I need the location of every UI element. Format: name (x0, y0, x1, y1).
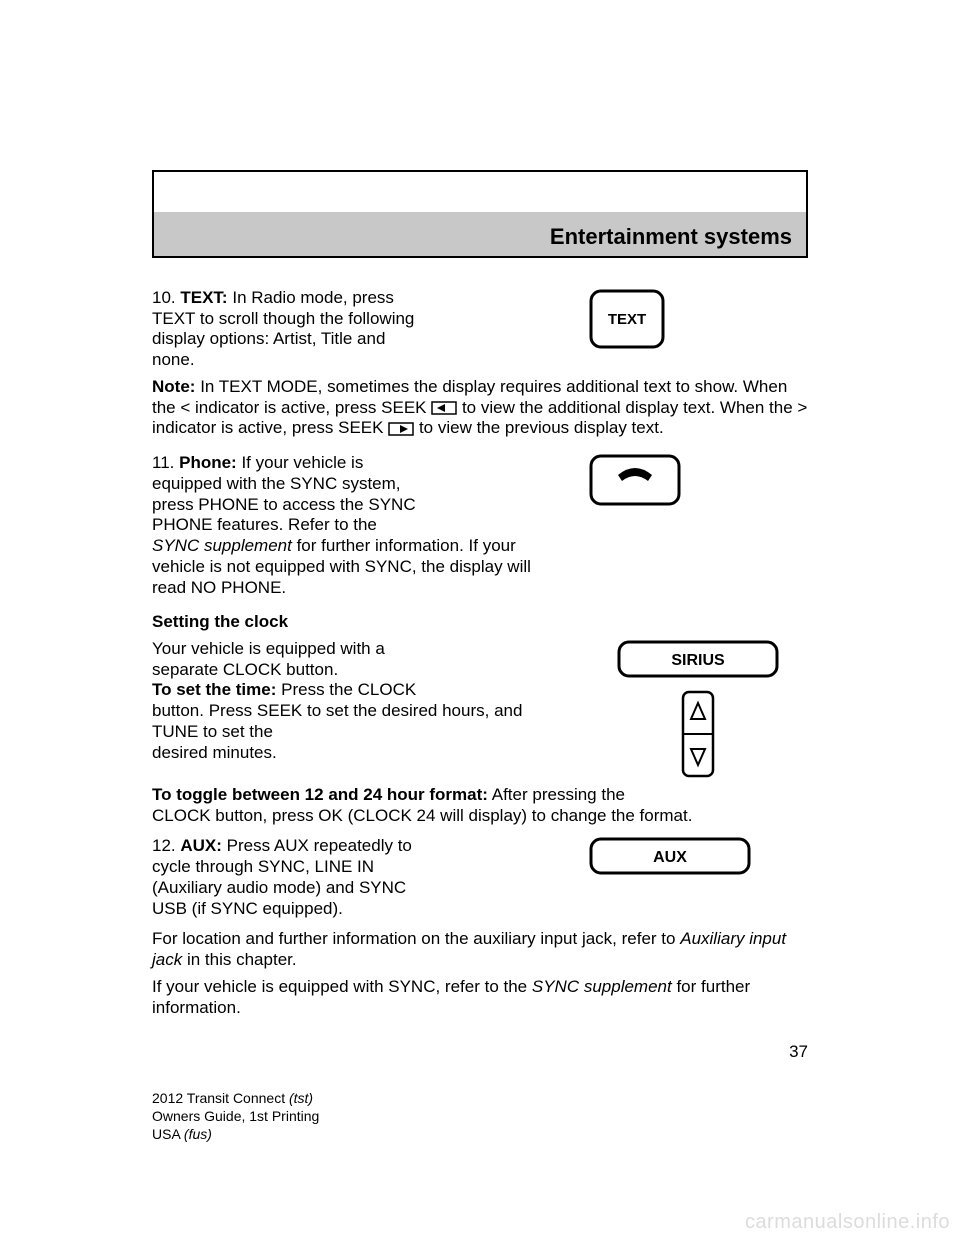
note-body: In TEXT MODE, sometimes the display requ… (152, 377, 807, 437)
item-line: In Radio mode, press (232, 288, 394, 307)
item-line: desired minutes. (152, 743, 277, 762)
sirius-button-icon: SIRIUS (616, 639, 780, 679)
item-label: To set the time: (152, 680, 276, 699)
item-label: TEXT: (180, 288, 227, 307)
item-number: 10. (152, 288, 176, 307)
item-text: 10. TEXT: In Radio mode, press TEXT to s… (152, 288, 808, 371)
item-line: separate CLOCK button. (152, 660, 338, 679)
item-line: button. Press SEEK to set the desired ho… (152, 701, 522, 741)
footer-para-2: If your vehicle is equipped with SYNC, r… (152, 977, 808, 1018)
footer-text: If your vehicle is equipped with SYNC, r… (152, 977, 527, 996)
page-content: 10. TEXT: In Radio mode, press TEXT to s… (152, 258, 808, 1144)
icon-col: TEXT (578, 288, 808, 350)
item-aux: 12. AUX: Press AUX repeatedly to cycle t… (152, 836, 808, 919)
item-line: display options: Artist, Title and (152, 329, 385, 348)
updown-button-icon (680, 689, 716, 779)
item-line: If your vehicle is (241, 453, 363, 472)
item-phone-copy: 11. Phone: If your vehicle is equipped w… (152, 453, 578, 598)
manual-page: Entertainment systems 10. TEXT: In Radio… (152, 170, 808, 1144)
icon-col (578, 453, 808, 507)
footer-para-1: For location and further information on … (152, 929, 808, 970)
cite-italic: (tst) (289, 1090, 313, 1106)
section-header: Entertainment systems (152, 170, 808, 258)
footer-text: For location and further information on … (152, 929, 676, 948)
svg-text:SIRIUS: SIRIUS (671, 652, 725, 669)
item-line: PHONE features. Refer to the (152, 515, 377, 534)
footer-italic: SYNC supplement (532, 977, 672, 996)
item-label: AUX: (180, 836, 222, 855)
icon-col: SIRIUS (578, 639, 808, 779)
item-line: (Auxiliary audio mode) and SYNC (152, 878, 406, 897)
item-line: Press AUX repeatedly to (227, 836, 412, 855)
icon-col: AUX (578, 836, 808, 876)
item-text-copy: 10. TEXT: In Radio mode, press TEXT to s… (152, 288, 578, 371)
seek-left-icon (431, 401, 457, 415)
footer-text: in this chapter. (187, 950, 297, 969)
aux-button-icon: AUX (588, 836, 752, 876)
seek-right-icon (388, 422, 414, 436)
item-number: 11. (152, 453, 174, 472)
item-line: Press the CLOCK (281, 680, 416, 699)
svg-text:AUX: AUX (653, 849, 687, 866)
item-line-italic: SYNC supplement (152, 536, 292, 555)
clock-intro-copy: Your vehicle is equipped with a separate… (152, 639, 578, 763)
text-button-icon: TEXT (588, 288, 666, 350)
note-label: Note: (152, 377, 195, 396)
watermark: carmanualsonline.info (745, 1211, 950, 1234)
page-title: Entertainment systems (550, 224, 792, 250)
text-note: Note: In TEXT MODE, sometimes the displa… (152, 377, 808, 439)
clock-heading: Setting the clock (152, 612, 808, 633)
cite-line: USA (152, 1126, 180, 1142)
item-label: Phone: (179, 453, 237, 472)
item-line: After pressing the (492, 785, 625, 804)
item-line: CLOCK button, press OK (CLOCK 24 will di… (152, 806, 692, 825)
clock-24-para: To toggle between 12 and 24 hour format:… (152, 785, 808, 826)
svg-text:TEXT: TEXT (608, 311, 646, 328)
citation: 2012 Transit Connect (tst) Owners Guide,… (152, 1089, 808, 1144)
item-number: 12. (152, 836, 176, 855)
cite-line: 2012 Transit Connect (152, 1090, 285, 1106)
item-label: To toggle between 12 and 24 hour format: (152, 785, 488, 804)
item-line: press PHONE to access the SYNC (152, 495, 416, 514)
item-line: equipped with the SYNC system, (152, 474, 401, 493)
item-line: none. (152, 350, 195, 369)
item-aux-copy: 12. AUX: Press AUX repeatedly to cycle t… (152, 836, 578, 919)
item-line: TEXT to scroll though the following (152, 309, 414, 328)
item-line: USB (if SYNC equipped). (152, 899, 343, 918)
cite-italic: (fus) (184, 1126, 212, 1142)
cite-line: Owners Guide, 1st Printing (152, 1108, 319, 1124)
item-line: cycle through SYNC, LINE IN (152, 857, 374, 876)
clock-intro-row: Your vehicle is equipped with a separate… (152, 639, 808, 779)
item-line: Your vehicle is equipped with a (152, 639, 385, 658)
phone-button-icon (588, 453, 682, 507)
item-phone: 11. Phone: If your vehicle is equipped w… (152, 453, 808, 598)
page-number: 37 (152, 1042, 808, 1063)
